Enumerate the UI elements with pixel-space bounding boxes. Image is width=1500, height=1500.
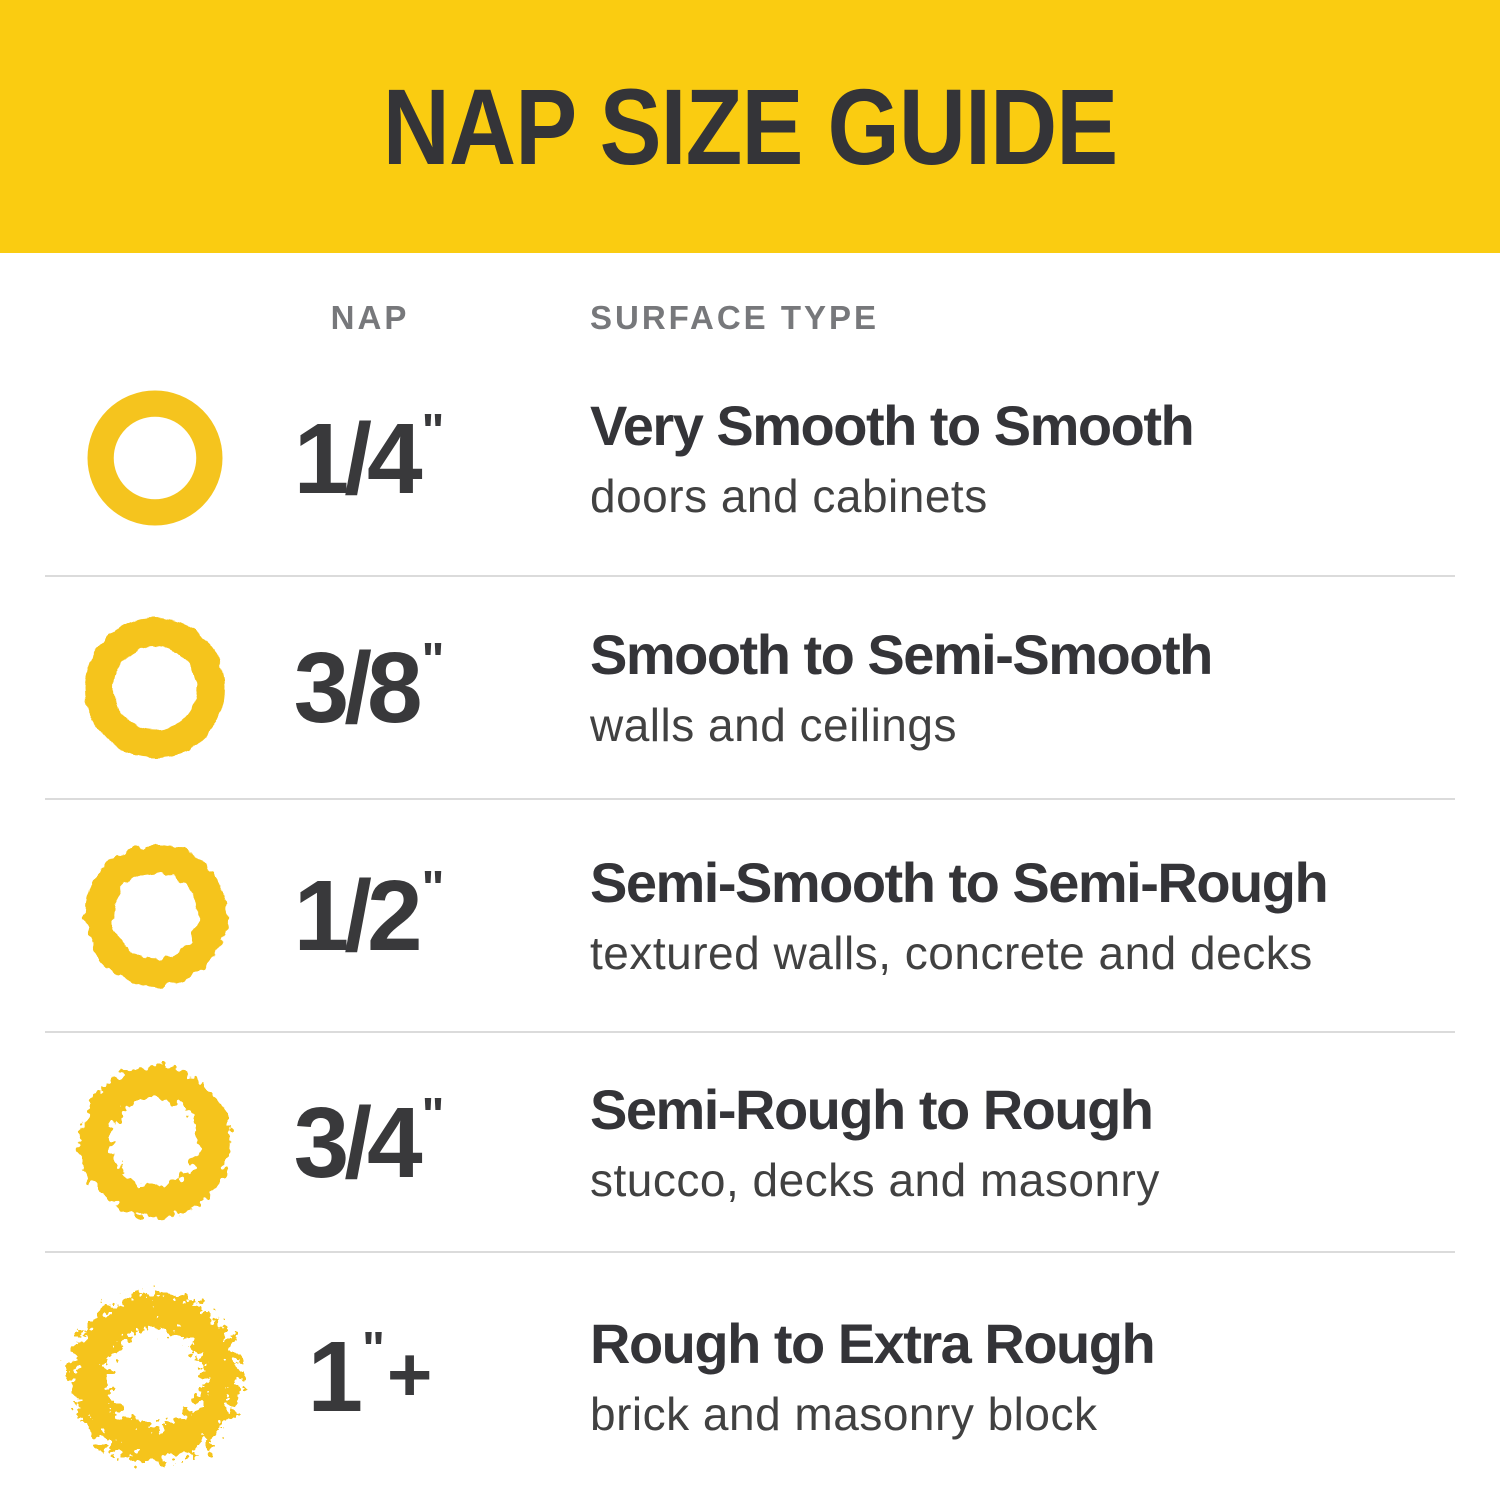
- nap-size-label: 3/8": [293, 632, 445, 744]
- inch-mark: ": [421, 1088, 445, 1142]
- surface-type-cell: Semi-Smooth to Semi-Rough textured walls…: [485, 852, 1455, 978]
- table-row: 3/8" Smooth to Semi-Smooth walls and cei…: [0, 577, 1500, 798]
- surface-title: Semi-Rough to Rough: [590, 1077, 1154, 1141]
- surface-description: doors and cabinets: [590, 469, 988, 522]
- row-divider: [45, 798, 1455, 800]
- inch-mark: ": [421, 862, 445, 915]
- page-title: NAP SIZE GUIDE: [382, 66, 1118, 187]
- nap-size-label: 3/4": [293, 1086, 445, 1199]
- inch-mark: ": [362, 1323, 385, 1376]
- surface-title: Rough to Extra Rough: [590, 1312, 1156, 1376]
- surface-type-cell: Very Smooth to Smooth doors and cabinets: [485, 395, 1455, 521]
- surface-type-cell: Semi-Rough to Rough stucco, decks and ma…: [485, 1079, 1455, 1205]
- surface-type-cell: Rough to Extra Rough brick and masonry b…: [485, 1313, 1455, 1439]
- nap-ring-semi-smooth-icon: [73, 833, 238, 998]
- column-header-surface-type: SURFACE TYPE: [590, 299, 880, 336]
- table-row: 1/2" Semi-Smooth to Semi-Rough textured …: [0, 800, 1500, 1031]
- inch-mark: ": [421, 404, 445, 458]
- surface-title: Very Smooth to Smooth: [590, 393, 1195, 457]
- surface-description: textured walls, concrete and decks: [590, 927, 1313, 979]
- row-divider: [45, 1251, 1455, 1253]
- surface-type-cell: Smooth to Semi-Smooth walls and ceilings: [485, 624, 1455, 750]
- column-header-row: NAP SURFACE TYPE: [0, 253, 1500, 341]
- column-header-nap: NAP: [330, 299, 410, 336]
- surface-description: stucco, decks and masonry: [590, 1153, 1160, 1206]
- surface-title: Semi-Smooth to Semi-Rough: [590, 851, 1329, 915]
- surface-description: walls and ceilings: [590, 699, 957, 751]
- row-divider: [45, 1031, 1455, 1033]
- nap-size-label: 1/2": [293, 860, 445, 972]
- nap-ring-semi-rough-icon: [65, 1052, 245, 1232]
- inch-mark: ": [421, 634, 445, 687]
- surface-title: Smooth to Semi-Smooth: [590, 623, 1213, 687]
- nap-ring-smooth-icon: [75, 608, 235, 768]
- header-banner: NAP SIZE GUIDE: [0, 0, 1500, 253]
- surface-description: brick and masonry block: [590, 1388, 1098, 1440]
- nap-size-label: 1/4": [293, 402, 445, 515]
- row-divider: [45, 575, 1455, 577]
- nap-ring-rough-icon: [49, 1271, 261, 1483]
- plus-sign: +: [386, 1330, 433, 1418]
- table-row: 1"+ Rough to Extra Rough brick and mason…: [0, 1253, 1500, 1500]
- nap-ring-very-smooth-icon: [80, 383, 230, 533]
- nap-size-label: 1"+: [307, 1321, 433, 1433]
- table-row: 1/4" Very Smooth to Smooth doors and cab…: [0, 341, 1500, 575]
- table-row: 3/4" Semi-Rough to Rough stucco, decks a…: [0, 1033, 1500, 1251]
